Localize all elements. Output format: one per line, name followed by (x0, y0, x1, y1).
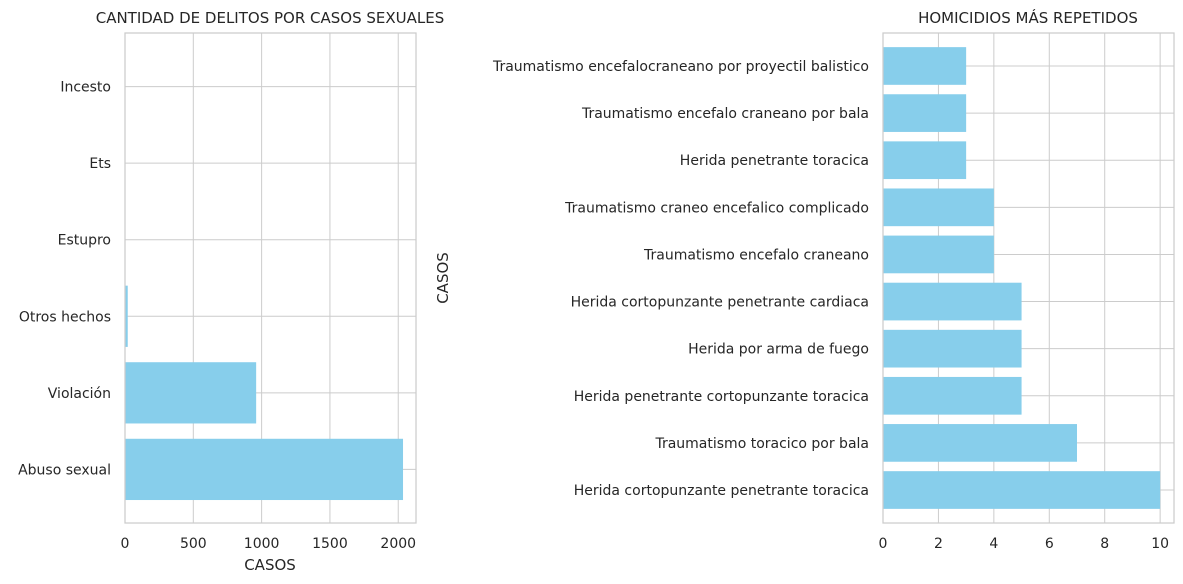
y-tick-label: Incesto (60, 80, 111, 96)
bar (883, 424, 1077, 462)
y-tick-label: Traumatismo encefalo craneano por bala (581, 106, 869, 122)
y-tick-label: Traumatismo encefalocraneano por proyect… (492, 59, 869, 75)
bar (883, 471, 1161, 509)
y-tick-label: Herida cortopunzante penetrante toracica (574, 483, 869, 499)
chart-title: CANTIDAD DE DELITOS POR CASOS SEXUALES (96, 9, 445, 27)
bar (125, 285, 128, 347)
x-tick-label: 2000 (380, 536, 416, 552)
x-tick-label: 0 (879, 536, 888, 552)
y-tick-label: Herida penetrante toracica (680, 153, 869, 169)
y-tick-label: Violación (48, 386, 111, 402)
sexual-crimes-chart: CANTIDAD DE DELITOS POR CASOS SEXUALES C… (18, 9, 444, 574)
y-tick-label: Traumatismo toracico por bala (654, 436, 869, 452)
plot-frame (124, 32, 417, 524)
bar (883, 235, 994, 274)
bar (883, 47, 967, 85)
x-tick-label: 6 (1045, 536, 1054, 552)
bar (883, 282, 1022, 321)
y-tick-label: Estupro (58, 233, 111, 249)
bar (883, 141, 967, 180)
bars (883, 47, 1161, 509)
x-tick-label: 500 (180, 536, 207, 552)
x-tick-label: 1500 (312, 536, 348, 552)
bar (883, 188, 994, 227)
y-tick-label: Ets (89, 156, 111, 172)
y-tick-label: Otros hechos (19, 309, 111, 325)
bar (125, 362, 257, 424)
x-tick-label: 8 (1100, 536, 1109, 552)
x-tick-label: 2 (934, 536, 943, 552)
bar (883, 329, 1022, 368)
x-tick-label: 4 (989, 536, 998, 552)
bar (883, 376, 1022, 415)
y-tick-label: Herida cortopunzante penetrante cardiaca (571, 295, 869, 311)
plot-frame (882, 32, 1175, 524)
bar (883, 94, 967, 132)
bars (125, 55, 404, 501)
x-axis-label: CASOS (244, 556, 296, 574)
chart-title: HOMICIDIOS MÁS REPETIDOS (918, 8, 1138, 27)
y-tick-label: Herida penetrante cortopunzante toracica (574, 389, 869, 405)
y-tick-label: Herida por arma de fuego (688, 342, 869, 358)
bar (125, 438, 404, 501)
y-tick-label: Traumatismo encefalo craneano (643, 247, 869, 263)
x-tick-label: 10 (1151, 536, 1169, 552)
x-tick-label: 0 (121, 536, 130, 552)
y-tick-label: Traumatismo craneo encefalico complicado (564, 200, 869, 216)
x-tick-label: 1000 (244, 536, 280, 552)
homicides-chart: HOMICIDIOS MÁS REPETIDOS CASOS Herida co… (434, 8, 1175, 552)
y-axis-label: CASOS (434, 252, 452, 304)
y-tick-label: Abuso sexual (18, 462, 111, 478)
